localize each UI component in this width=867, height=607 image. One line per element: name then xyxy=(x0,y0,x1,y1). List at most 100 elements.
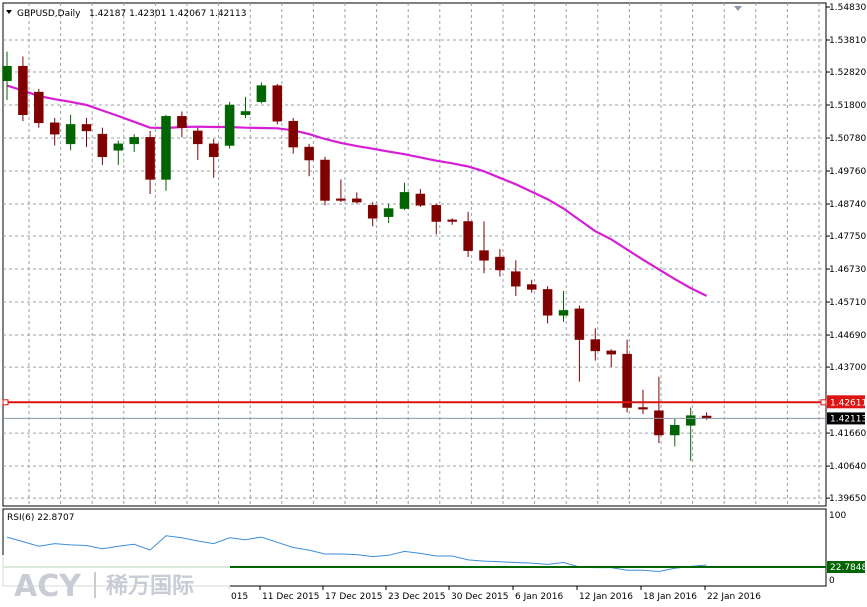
price-tick-label: 1.53810 xyxy=(829,36,866,46)
grid-layer xyxy=(3,3,826,506)
bid-price-label: 1.42113 xyxy=(830,414,867,424)
candle-body xyxy=(574,308,585,340)
rsi-title: RSI(6) 22.8707 xyxy=(7,513,74,523)
candle-body xyxy=(336,198,346,201)
candle-body xyxy=(415,193,426,206)
time-tick-label: 23 Dec 2015 xyxy=(388,592,446,602)
candle-body xyxy=(288,120,298,148)
candle-body xyxy=(161,116,171,180)
bid-price-tag xyxy=(827,412,865,425)
candle-body xyxy=(447,219,457,222)
price-tick-label: 1.44690 xyxy=(829,331,866,341)
price-tick-label: 1.40640 xyxy=(829,462,866,472)
time-tick-label: 30 Dec 2015 xyxy=(451,592,509,602)
watermark-divider xyxy=(94,572,96,598)
candle-body xyxy=(97,133,108,158)
candle-body xyxy=(511,271,521,287)
rsi-level-label: 22.7848 xyxy=(830,563,867,573)
candle-body xyxy=(49,122,60,135)
candle-body xyxy=(542,289,553,316)
hline-price-tag xyxy=(827,395,865,409)
ohlc-values: 1.42187 1.42301 1.42067 1.42113 xyxy=(89,9,246,19)
horizontal-line-layer: 1.42611 1.42113 xyxy=(2,395,867,425)
main-price-panel xyxy=(2,2,827,507)
candle-body xyxy=(606,350,616,355)
candle-body xyxy=(685,415,696,426)
hline-left-handle xyxy=(2,399,9,406)
rsi-layer: 22.7848 100 0 xyxy=(3,511,867,586)
candle-body xyxy=(34,91,44,124)
price-tick-label: 1.46730 xyxy=(829,265,866,275)
candle-body xyxy=(193,130,203,145)
price-tick-label: 1.52820 xyxy=(829,68,866,78)
price-tick-label: 1.43700 xyxy=(829,363,866,373)
hline-price-label: 1.42611 xyxy=(830,398,867,408)
candle-body xyxy=(590,339,601,352)
candle-body xyxy=(145,137,155,180)
moving-average-line xyxy=(6,84,708,297)
candle-body xyxy=(240,111,251,115)
candle-body xyxy=(352,198,362,203)
rsi-panel xyxy=(2,508,827,587)
candle-body xyxy=(129,137,139,145)
candle-body xyxy=(367,205,378,219)
candle-body xyxy=(670,425,680,436)
candle-body xyxy=(463,221,473,251)
candle-body xyxy=(224,104,235,146)
rsi-tick-label-top: 100 xyxy=(829,511,846,521)
time-axis: 015 11 Dec 2015 17 Dec 2015 23 Dec 2015 30 D… xyxy=(228,586,761,602)
candle-body xyxy=(320,159,330,201)
rsi-tick-label-bottom: 0 xyxy=(829,576,835,586)
candle-body xyxy=(81,124,92,132)
time-tick-label: 17 Dec 2015 xyxy=(325,592,383,602)
watermark-brand: ACY xyxy=(14,569,82,604)
candle-body xyxy=(65,124,76,145)
symbol-timeframe: GBPUSD,Daily xyxy=(17,9,81,19)
rsi-level-tag xyxy=(827,561,865,573)
price-tick-label: 1.49760 xyxy=(829,167,866,177)
candle-body xyxy=(2,65,12,82)
moving-average-layer xyxy=(6,84,708,297)
candle-body xyxy=(399,192,410,209)
time-tick-label: 12 Jan 2016 xyxy=(579,592,633,602)
price-tick-label: 1.50780 xyxy=(829,134,866,144)
price-axis: 1.54830 1.53810 1.52820 1.51800 1.50780 1.497… xyxy=(826,3,866,504)
candle-body xyxy=(304,146,314,161)
candle-body xyxy=(526,284,537,290)
candle-body xyxy=(558,310,569,316)
candle-body xyxy=(431,205,442,222)
price-tick-label: 1.41660 xyxy=(829,429,866,439)
candle-body xyxy=(638,407,648,410)
candle-body xyxy=(479,250,489,261)
price-tick-label: 1.51800 xyxy=(829,101,866,111)
price-tick-label: 1.48740 xyxy=(829,200,866,210)
chart-shift-marker-icon[interactable] xyxy=(734,6,742,11)
price-tick-label: 1.39650 xyxy=(829,494,866,504)
time-tick-label: 015 xyxy=(231,592,248,602)
watermark-tagline: 稀万国际 xyxy=(106,573,194,599)
price-tick-label: 1.47750 xyxy=(829,232,866,242)
candle-body xyxy=(272,85,283,122)
candle-body xyxy=(256,85,267,103)
candle-body xyxy=(208,143,219,158)
candle-body xyxy=(113,143,124,151)
time-tick-label: 18 Jan 2016 xyxy=(643,592,697,602)
candle-body xyxy=(177,116,187,128)
chart-header: GBPUSD,Daily 1.42187 1.42301 1.42067 1.4… xyxy=(6,6,742,19)
acy-watermark: ACY 稀万国际 xyxy=(0,555,230,605)
time-tick-label: 22 Jan 2016 xyxy=(707,592,761,602)
hline-right-handle xyxy=(820,399,827,406)
dropdown-triangle-icon[interactable] xyxy=(6,10,12,14)
candle-body xyxy=(383,208,394,217)
time-tick-label: 6 Jan 2016 xyxy=(515,592,563,602)
candle-body xyxy=(654,410,664,436)
price-tick-label: 1.54830 xyxy=(829,3,866,13)
time-tick-label: 11 Dec 2015 xyxy=(262,592,320,602)
candle-body xyxy=(495,256,505,271)
price-tick-label: 1.45710 xyxy=(829,298,866,308)
watermark-background xyxy=(0,555,230,605)
candle-body xyxy=(622,353,632,408)
candle-body xyxy=(18,65,28,115)
candles-layer xyxy=(2,51,712,461)
